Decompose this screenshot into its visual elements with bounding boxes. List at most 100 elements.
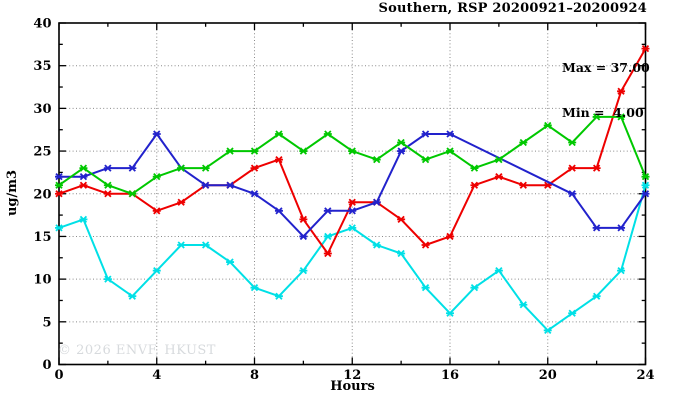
series-red-marker — [177, 198, 186, 206]
series-blue-marker — [421, 130, 430, 138]
series-cyan-marker — [641, 181, 650, 189]
series-cyan-marker — [299, 266, 308, 275]
series-green-marker — [446, 147, 454, 155]
y-tick-label: 0 — [42, 358, 51, 373]
series-red-marker — [519, 181, 528, 189]
x-tick-label: 4 — [152, 368, 161, 383]
watermark: © 2026 ENVF, HKUST — [58, 343, 216, 358]
series-red-marker — [79, 181, 88, 189]
series-green-marker — [152, 173, 161, 181]
series-cyan-marker — [152, 266, 161, 275]
y-tick-label: 35 — [33, 59, 51, 74]
max-value-label: Max = 37.00 — [562, 60, 650, 75]
series-red-marker — [274, 155, 283, 164]
series-red-marker — [592, 164, 601, 172]
series-green-marker — [226, 147, 235, 155]
series-cyan-marker — [177, 241, 186, 249]
series-red-marker — [152, 207, 161, 215]
y-tick-label: 5 — [42, 315, 51, 330]
series-green-marker — [617, 113, 626, 121]
series-red-marker — [446, 232, 454, 241]
series-blue-marker — [226, 181, 235, 189]
series-cyan-marker — [421, 284, 430, 292]
series-red-marker — [397, 215, 406, 223]
series-blue-marker — [617, 224, 626, 232]
series-green-marker — [128, 190, 137, 198]
x-tick-label: 20 — [539, 368, 557, 383]
series-cyan-marker — [348, 224, 357, 232]
series-red-marker — [348, 198, 357, 206]
series-blue-marker — [568, 190, 577, 198]
series-blue-marker — [250, 190, 259, 198]
x-tick-label: 8 — [250, 368, 259, 383]
series-cyan-marker — [397, 249, 406, 258]
y-tick-label: 25 — [33, 145, 51, 160]
series-cyan-marker — [617, 266, 626, 275]
x-tick-label: 24 — [636, 368, 654, 383]
series-cyan-marker — [543, 326, 552, 334]
x-tick-label: 12 — [343, 368, 361, 383]
series-cyan-marker — [79, 215, 88, 223]
series-green-marker — [201, 164, 210, 172]
series-green-marker — [641, 173, 650, 181]
series-red-marker — [55, 190, 63, 198]
series-red-marker — [103, 190, 112, 198]
series-green-marker — [348, 147, 357, 155]
series-red-marker — [250, 164, 259, 172]
series-cyan-marker — [323, 232, 332, 241]
series-green-marker — [299, 147, 308, 155]
series-green-marker — [470, 164, 479, 172]
series-cyan-marker — [519, 301, 528, 309]
series-green-marker — [323, 130, 332, 138]
series-cyan-marker — [446, 309, 454, 317]
series-green-marker — [543, 121, 552, 130]
x-tick-label: 16 — [441, 368, 459, 383]
series-red-marker — [299, 215, 308, 223]
series-cyan-marker — [55, 224, 63, 232]
series-blue-marker — [55, 173, 63, 181]
series-green-marker — [250, 147, 259, 155]
series-blue-marker — [323, 207, 332, 215]
series-cyan-marker — [274, 292, 283, 300]
series-red-marker — [421, 241, 430, 249]
y-tick-label: 30 — [33, 102, 51, 117]
y-tick-label: 40 — [33, 17, 51, 32]
series-blue-marker — [641, 190, 650, 198]
series-green-marker — [103, 181, 112, 189]
series-blue-marker — [299, 232, 308, 241]
series-red-marker — [494, 173, 503, 181]
series-red-marker — [641, 44, 650, 53]
series-red-marker — [470, 181, 479, 189]
series-blue-marker — [152, 130, 161, 138]
y-tick-label: 15 — [33, 230, 51, 245]
series-green-marker — [519, 138, 528, 147]
series-cyan-marker — [470, 284, 479, 292]
series-blue-marker — [128, 164, 137, 172]
series-blue-marker — [446, 130, 454, 138]
y-tick-label: 20 — [33, 187, 51, 202]
series-cyan-marker — [250, 284, 259, 292]
series-blue-marker — [348, 207, 357, 215]
series-cyan-marker — [568, 309, 577, 317]
series-blue-marker — [397, 147, 406, 155]
series-cyan-marker — [592, 292, 601, 300]
series-green-marker — [274, 130, 283, 138]
series-blue-marker — [274, 207, 283, 215]
chart-title: Southern, RSP 20200921–20200924 — [378, 1, 647, 16]
series-cyan-marker — [226, 258, 235, 266]
series-blue-marker — [79, 173, 88, 181]
y-axis-label: ug/m3 — [5, 169, 20, 217]
series-cyan-marker — [128, 292, 137, 300]
series-green-marker — [177, 164, 186, 172]
series-green-marker — [421, 155, 430, 164]
series-green-marker — [397, 138, 406, 147]
series-blue-marker — [592, 224, 601, 232]
series-blue-marker — [201, 181, 210, 189]
series-green-marker — [55, 181, 63, 189]
series-green-marker — [79, 164, 88, 172]
series-red-marker — [323, 249, 332, 258]
series-cyan-marker — [494, 266, 503, 275]
x-axis-label: Hours — [330, 379, 375, 394]
